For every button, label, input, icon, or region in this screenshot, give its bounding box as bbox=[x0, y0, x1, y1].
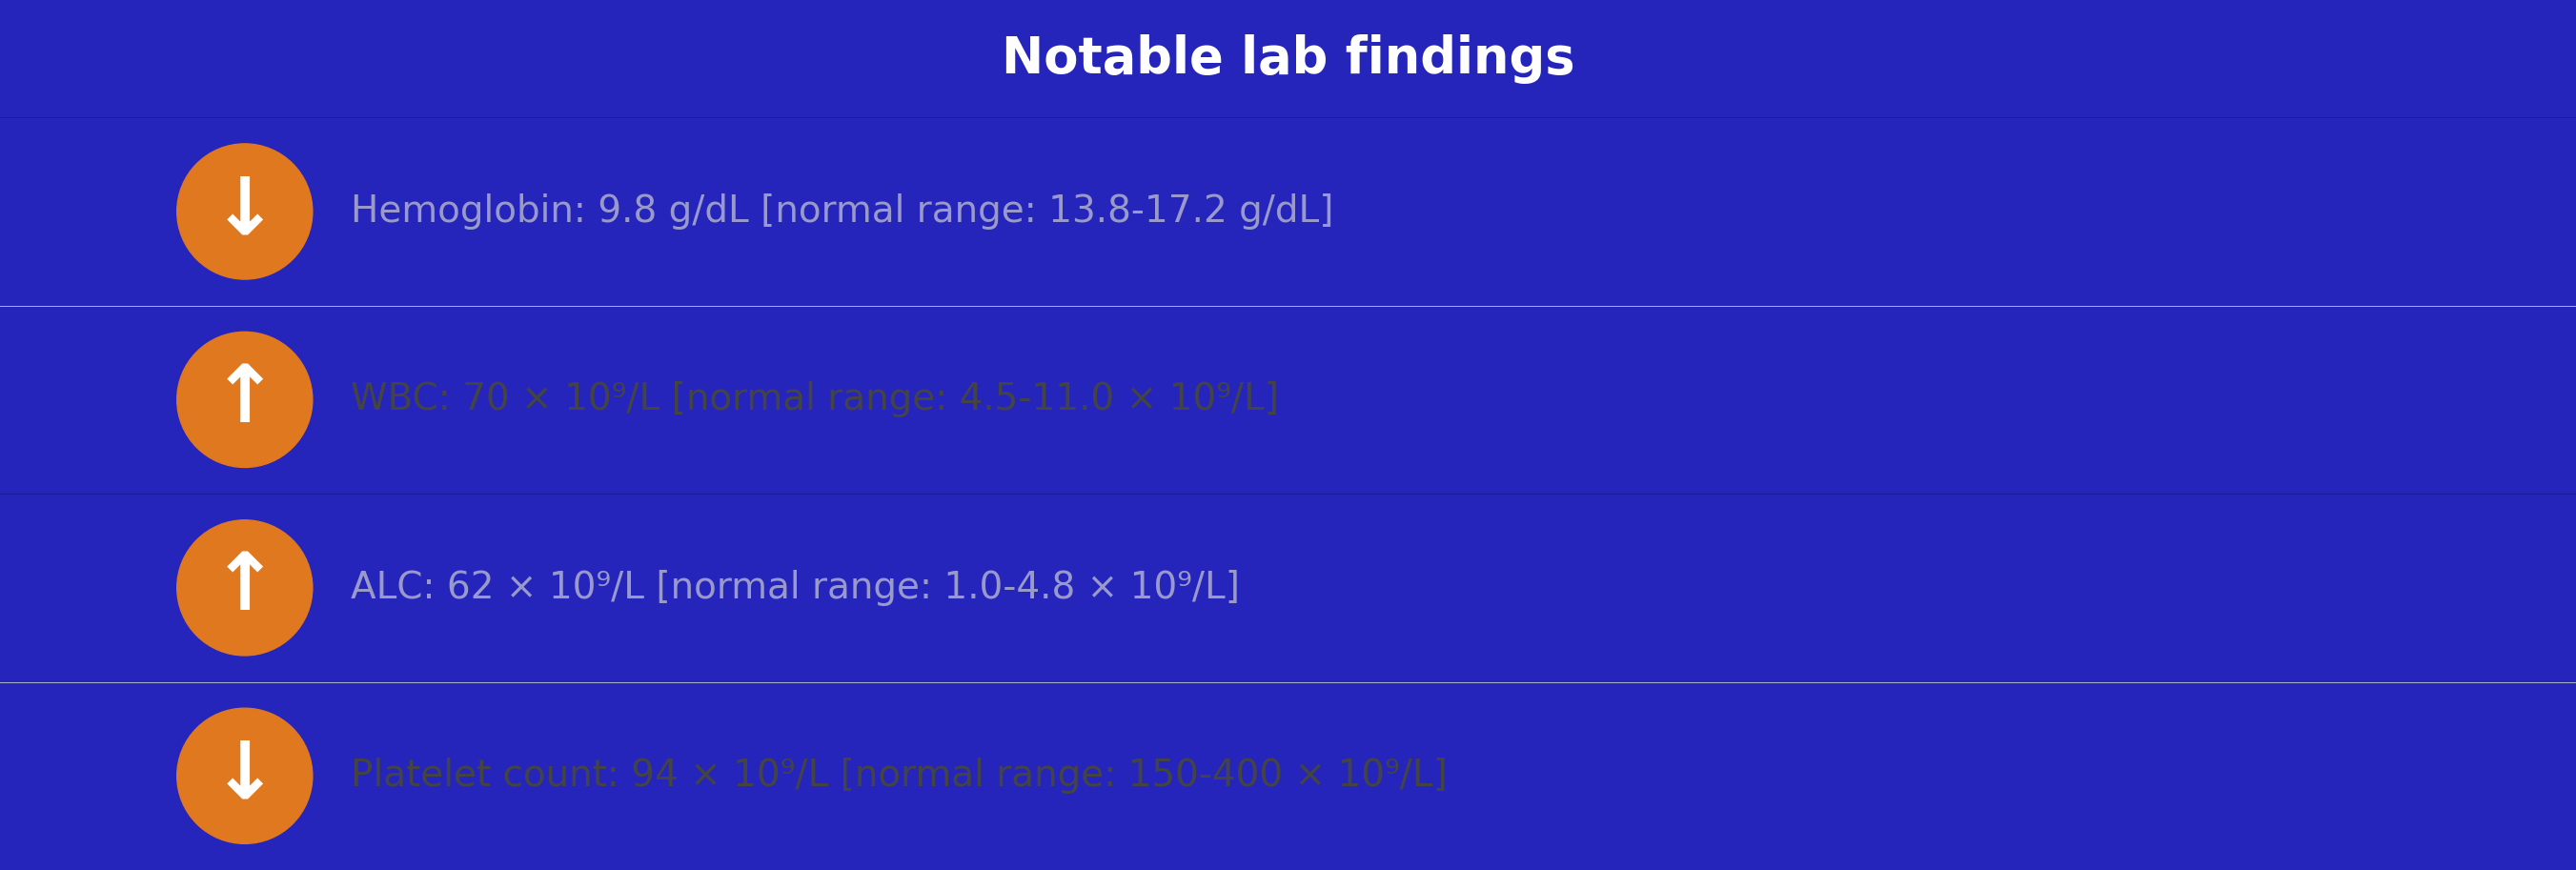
Text: ALC: 62 × 10⁹/L [normal range: 1.0-4.8 × 10⁹/L]: ALC: 62 × 10⁹/L [normal range: 1.0-4.8 ×… bbox=[350, 570, 1239, 606]
Ellipse shape bbox=[178, 144, 312, 279]
Text: ↑: ↑ bbox=[211, 549, 278, 626]
Text: Hemoglobin: 9.8 g/dL [normal range: 13.8-17.2 g/dL]: Hemoglobin: 9.8 g/dL [normal range: 13.8… bbox=[350, 193, 1334, 230]
Ellipse shape bbox=[178, 708, 312, 844]
Ellipse shape bbox=[178, 332, 312, 467]
Text: ↑: ↑ bbox=[211, 361, 278, 438]
Text: Notable lab findings: Notable lab findings bbox=[1002, 34, 1574, 84]
Text: ↓: ↓ bbox=[211, 173, 278, 250]
Text: WBC: 70 × 10⁹/L [normal range: 4.5-11.0 × 10⁹/L]: WBC: 70 × 10⁹/L [normal range: 4.5-11.0 … bbox=[350, 382, 1280, 418]
Text: Platelet count: 94 × 10⁹/L [normal range: 150-400 × 10⁹/L]: Platelet count: 94 × 10⁹/L [normal range… bbox=[350, 758, 1448, 794]
Text: ↓: ↓ bbox=[211, 738, 278, 814]
Ellipse shape bbox=[178, 520, 312, 655]
